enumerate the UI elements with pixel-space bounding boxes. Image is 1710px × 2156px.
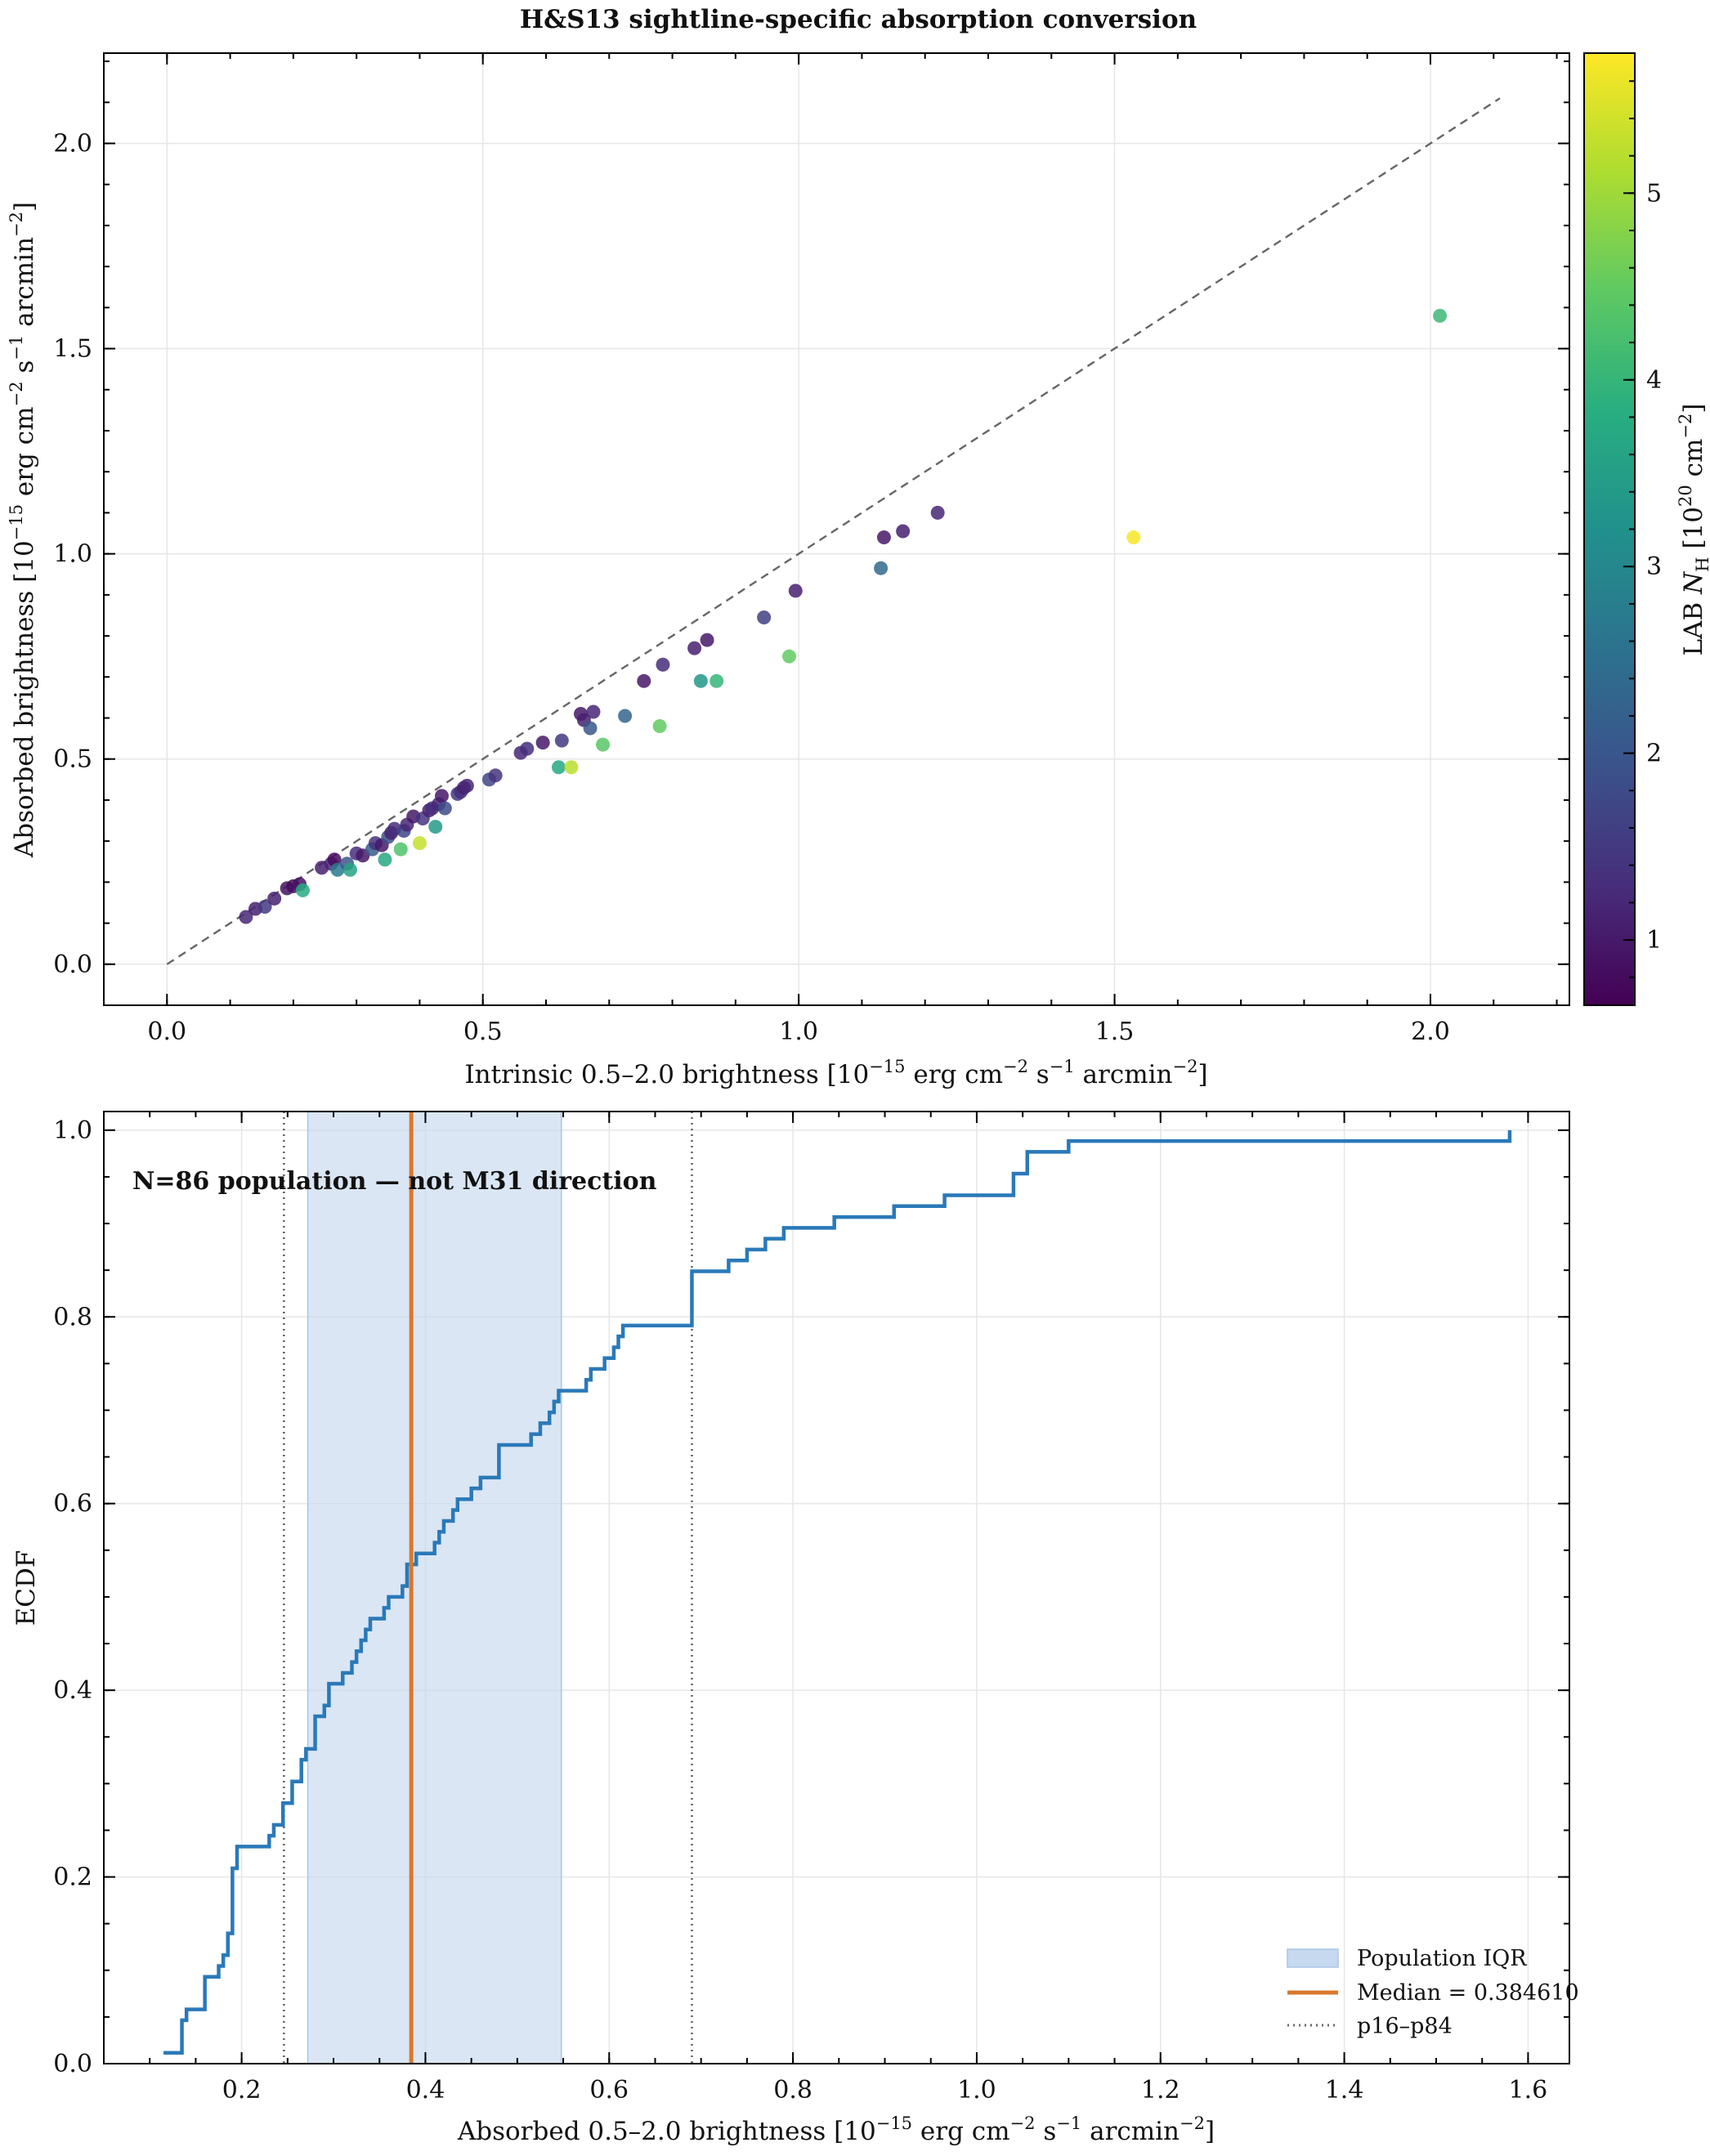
colorbar-ticks: 1 2 3 4 5 xyxy=(1623,80,1662,978)
ecdf-y-tick-label-1: 0.2 xyxy=(53,1863,92,1892)
scatter-point-60 xyxy=(757,610,772,624)
scatter-point-59 xyxy=(710,673,724,688)
scatter-ticks xyxy=(103,53,1569,1006)
scatter-point-65 xyxy=(896,524,911,539)
scatter-point-64 xyxy=(876,530,891,545)
scatter-y-tick-label-3: 1.5 xyxy=(53,335,92,364)
scatter-point-2 xyxy=(257,899,272,914)
scatter-y-tick-label-1: 0.5 xyxy=(53,745,92,774)
scatter-point-51 xyxy=(596,737,611,752)
ecdf-x-tick-label-4: 1.0 xyxy=(957,2076,996,2105)
scatter-point-66 xyxy=(930,505,945,520)
legend-label-pct: p16–p84 xyxy=(1357,2014,1453,2039)
scatter-plot-frame xyxy=(103,52,1570,1006)
ecdf-y-tick-label-5: 1.0 xyxy=(53,1116,92,1145)
scatter-point-19 xyxy=(378,852,392,867)
ecdf-y-tick-label-4: 0.8 xyxy=(53,1303,92,1331)
legend-swatch-iqr xyxy=(1287,1948,1339,1968)
legend-label-iqr: Population IQR xyxy=(1357,1946,1527,1971)
ecdf-y-tick-label-2: 0.4 xyxy=(53,1676,92,1705)
scatter-point-27 xyxy=(412,836,427,851)
scatter-x-tick-label-4: 2.0 xyxy=(1411,1018,1450,1046)
scatter-y-tick-labels: 0.0 0.5 1.0 1.5 2.0 xyxy=(53,129,92,978)
ecdf-legend: Population IQR Median = 0.384610 p16–p84 xyxy=(1287,1946,1579,2039)
ecdf-y-axis-label: ECDF xyxy=(11,1550,41,1626)
scatter-x-tick-label-1: 0.5 xyxy=(463,1018,503,1046)
scatter-points xyxy=(239,308,1448,924)
colorbar-tick-label-2: 3 xyxy=(1646,552,1662,581)
ecdf-y-tick-label-3: 0.6 xyxy=(53,1490,92,1519)
ecdf-x-tick-label-1: 0.4 xyxy=(406,2076,445,2105)
ecdf-grid xyxy=(104,1112,1569,2064)
figure-title: H&S13 sightline-specific absorption conv… xyxy=(520,5,1197,34)
ecdf-x-tick-label-2: 0.6 xyxy=(589,2076,629,2105)
scatter-point-40 xyxy=(488,768,503,783)
scatter-point-43 xyxy=(535,736,550,750)
scatter-point-49 xyxy=(583,721,598,736)
scatter-point-45 xyxy=(554,733,569,748)
scatter-point-7 xyxy=(295,883,310,897)
scatter-point-34 xyxy=(437,801,452,816)
scatter-point-58 xyxy=(700,633,714,647)
scatter-point-56 xyxy=(687,641,702,655)
scatter-y-tick-label-0: 0.0 xyxy=(53,951,92,979)
scatter-point-63 xyxy=(874,561,889,575)
scatter-point-33 xyxy=(434,789,449,803)
scatter-point-57 xyxy=(693,673,708,688)
scatter-y-tick-label-4: 2.0 xyxy=(53,129,92,158)
population-iqr-band xyxy=(307,1111,562,2064)
ecdf-x-tick-label-0: 0.2 xyxy=(222,2076,262,2105)
scatter-x-tick-labels: 0.0 0.5 1.0 1.5 2.0 xyxy=(147,1018,1449,1046)
scatter-panel: 0.0 0.5 1.0 1.5 2.0 0.0 0.5 1.0 1.5 2.0 Intrinsi… xyxy=(7,52,1710,1089)
colorbar xyxy=(1583,52,1636,1006)
scatter-y-axis-label: Absorbed brightness [10−15 erg cm−2 s−1 … xyxy=(7,202,39,858)
colorbar-tick-label-4: 5 xyxy=(1646,179,1662,208)
legend-label-median: Median = 0.384610 xyxy=(1357,1980,1579,2006)
scatter-point-52 xyxy=(618,709,633,723)
scatter-point-68 xyxy=(1433,308,1448,323)
scatter-point-53 xyxy=(637,673,651,688)
ecdf-x-tick-labels: 0.2 0.4 0.6 0.8 1.0 1.2 1.4 1.6 xyxy=(222,2076,1548,2105)
scatter-x-tick-label-3: 1.5 xyxy=(1095,1018,1135,1046)
scatter-point-13 xyxy=(342,862,357,877)
ecdf-y-tick-labels: 0.0 0.2 0.4 0.6 0.8 1.0 xyxy=(53,1116,92,2078)
ecdf-x-tick-label-5: 1.2 xyxy=(1141,2076,1180,2105)
scatter-point-50 xyxy=(586,705,601,719)
scatter-point-31 xyxy=(428,820,443,834)
colorbar-tick-label-3: 4 xyxy=(1646,366,1662,395)
colorbar-tick-label-0: 1 xyxy=(1646,926,1662,955)
ecdf-plot-frame xyxy=(103,1111,1570,2064)
scatter-point-44 xyxy=(551,760,566,775)
ecdf-ticks xyxy=(104,1112,1569,2064)
ecdf-x-axis-label: Absorbed 0.5–2.0 brightness [10−15 erg c… xyxy=(457,2114,1215,2146)
ecdf-annotation: N=86 population — not M31 direction xyxy=(132,1167,657,1196)
scatter-point-61 xyxy=(782,649,797,664)
scatter-point-3 xyxy=(267,891,282,906)
scatter-x-axis-label: Intrinsic 0.5–2.0 brightness [10−15 erg … xyxy=(464,1057,1207,1089)
scatter-point-67 xyxy=(1126,530,1141,545)
scatter-x-tick-label-0: 0.0 xyxy=(147,1018,186,1046)
ecdf-x-tick-label-7: 1.6 xyxy=(1509,2076,1548,2105)
colorbar-tick-label-1: 2 xyxy=(1646,740,1662,768)
scatter-grid xyxy=(104,53,1569,1005)
ecdf-panel: 0.2 0.4 0.6 0.8 1.0 1.2 1.4 1.6 0.0 0.2 0.4 0.6 0.8… xyxy=(11,1111,1579,2146)
ecdf-x-tick-label-3: 0.8 xyxy=(773,2076,812,2105)
ecdf-x-tick-label-6: 1.4 xyxy=(1325,2076,1364,2105)
scatter-point-62 xyxy=(788,584,803,598)
scatter-y-tick-label-2: 1.0 xyxy=(53,540,92,569)
colorbar-label: LAB NH [1020 cm−2] xyxy=(1676,404,1710,656)
ecdf-step-line xyxy=(163,1129,1512,2055)
scatter-point-23 xyxy=(393,842,408,857)
scatter-point-0 xyxy=(239,910,253,924)
reference-line-1to1 xyxy=(166,97,1501,965)
scatter-x-tick-label-2: 1.0 xyxy=(779,1018,818,1046)
scatter-point-38 xyxy=(459,778,474,793)
scatter-point-42 xyxy=(520,741,535,756)
scatter-point-55 xyxy=(656,657,670,672)
scatter-point-54 xyxy=(652,719,667,734)
scatter-point-46 xyxy=(564,760,579,775)
ecdf-y-tick-label-0: 0.0 xyxy=(53,2050,92,2078)
